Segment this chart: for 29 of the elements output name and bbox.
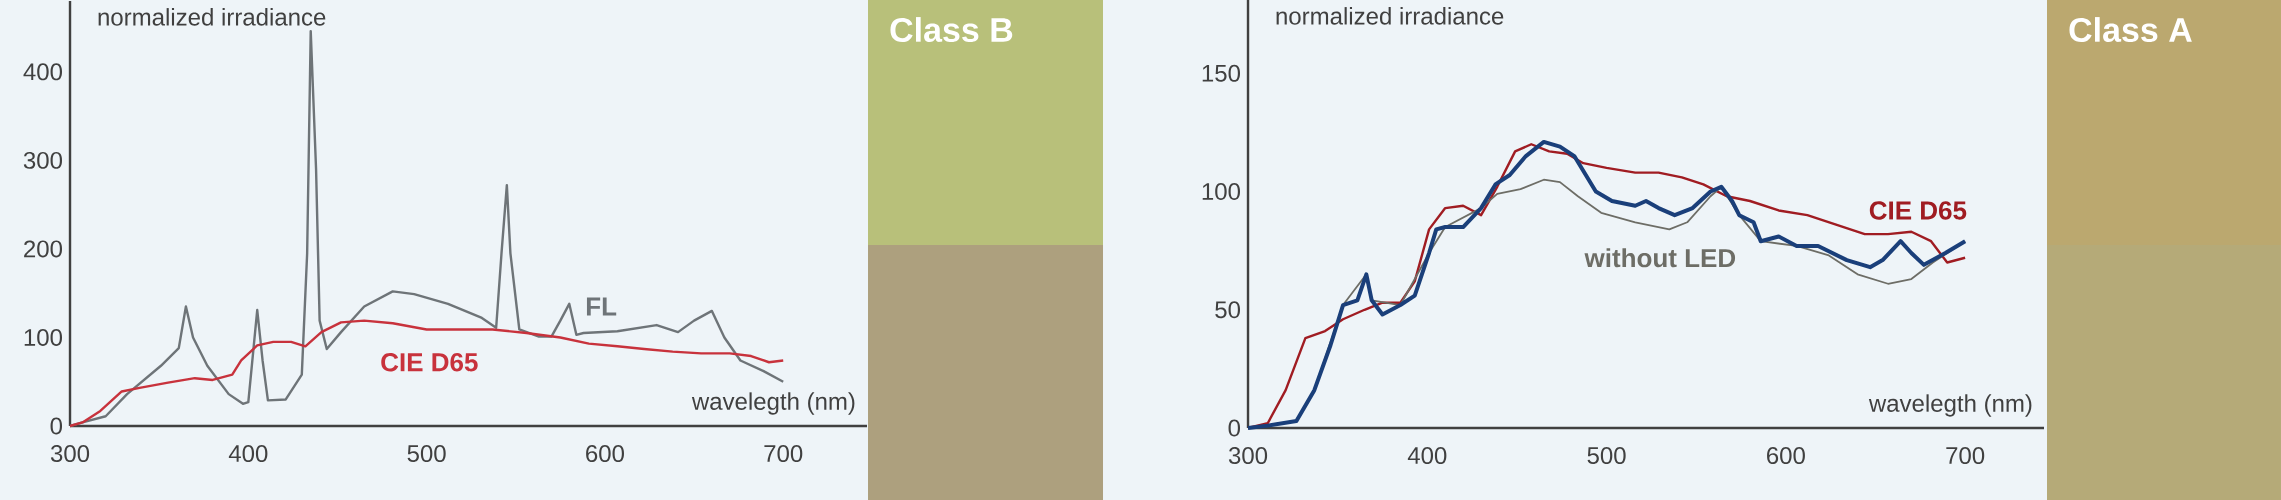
y-tick-label: 100 xyxy=(1202,183,1241,201)
y-tick-label: 300 xyxy=(23,151,63,169)
text: Class B xyxy=(890,17,1013,43)
x-tick-label: 600 xyxy=(586,445,624,463)
y-axis-title: normalized irradiance xyxy=(1276,7,1504,25)
text: Class A xyxy=(2069,17,2192,43)
y-tick-label: 0 xyxy=(50,417,63,435)
x-tick-label: 300 xyxy=(1228,447,1268,465)
x-tick-label: 400 xyxy=(1407,447,1447,465)
x-tick-label: 700 xyxy=(764,445,803,463)
series-label: FL xyxy=(586,297,617,316)
y-tick-label: 200 xyxy=(24,240,63,258)
x-tick-label: 500 xyxy=(407,445,446,463)
x-axis-title: wavelegth (nm) xyxy=(1868,394,2032,417)
y-tick-label: 0 xyxy=(1228,419,1241,437)
series-label: CIE D65 xyxy=(1869,201,1967,220)
x-tick-label: 400 xyxy=(228,445,268,463)
y-tick-label: 400 xyxy=(23,63,63,81)
x-tick-label: 700 xyxy=(1946,447,1985,465)
y-tick-label: 150 xyxy=(1202,64,1241,82)
y-axis-title: normalized irradiance xyxy=(98,8,326,26)
x-tick-label: 300 xyxy=(50,445,90,463)
x-axis-title: wavelegth (nm) xyxy=(691,392,855,415)
series-label: CIE D65 xyxy=(381,353,478,372)
x-tick-label: 500 xyxy=(1587,447,1626,465)
y-tick-label: 50 xyxy=(1215,301,1241,319)
y-tick-label: 100 xyxy=(24,328,63,346)
x-tick-label: 600 xyxy=(1767,447,1805,465)
series-label: without LED xyxy=(1584,248,1736,268)
